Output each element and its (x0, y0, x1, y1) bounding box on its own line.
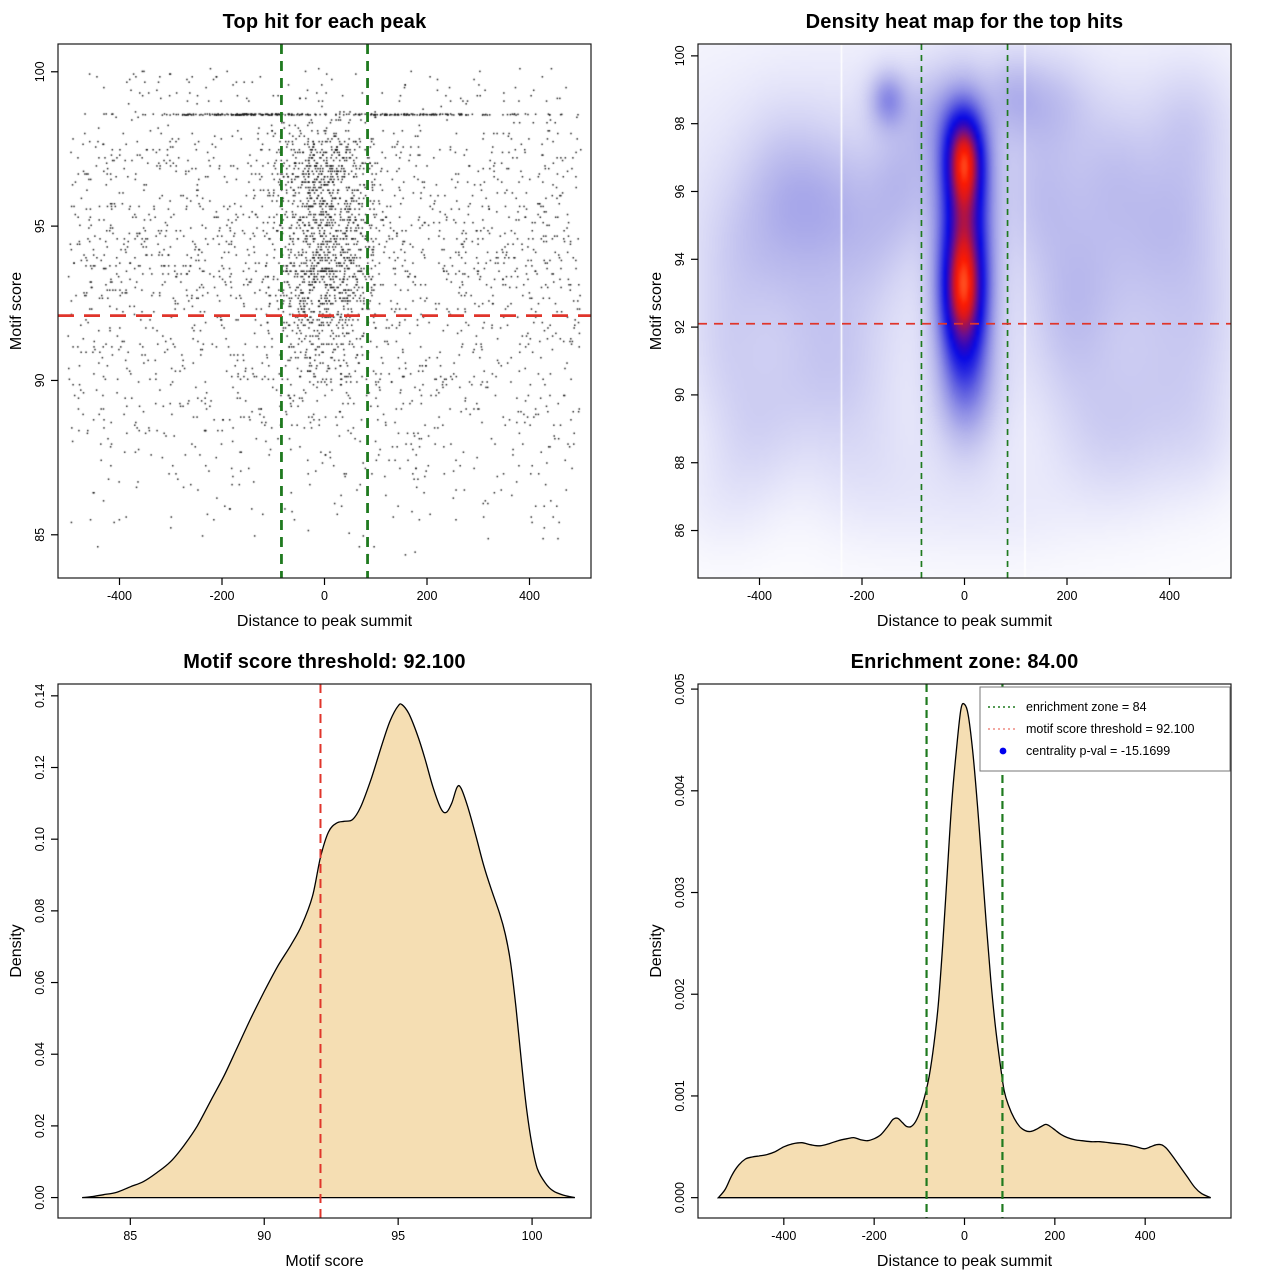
axes: -400 -200 0 200 400 0.000 0.001 0.002 0.003 0.004… (648, 673, 1232, 1270)
y-tick-label: 85 (33, 528, 47, 542)
y-axis-title: Motif score (8, 272, 25, 350)
x-tick-label: 90 (257, 1229, 271, 1243)
panel-scatter-top-hits: -400 -200 0 200 400 85 90 95 100 Distance to peak… (0, 0, 640, 640)
legend-label: enrichment zone = 84 (1026, 700, 1147, 714)
legend-box (979, 686, 1231, 772)
y-axis-title: Motif score (648, 272, 665, 350)
x-tick-label: 200 (1057, 589, 1078, 603)
x-tick-label: -400 (107, 589, 132, 603)
panel-title: Enrichment zone: 84.00 (850, 651, 1079, 673)
y-tick-label: 0.00 (33, 1185, 47, 1209)
x-tick-label: 400 (519, 589, 540, 603)
panel-title: Motif score threshold: 92.100 (183, 651, 466, 673)
x-tick-label: -200 (862, 1229, 887, 1243)
y-tick-label: 0.003 (673, 877, 687, 908)
density-curve (82, 703, 576, 1199)
legend-label: motif score threshold = 92.100 (1026, 722, 1195, 736)
score-density-svg: 85 90 95 100 0.00 0.02 0.04 0.06 0.08 0.10 0.12 0.1… (8, 683, 592, 1270)
x-axis-title: Distance to peak summit (237, 613, 413, 630)
x-tick-label: 200 (1044, 1229, 1065, 1243)
distance-density-svg: -400 -200 0 200 400 0.000 0.001 0.002 0.003 0.004… (648, 673, 1232, 1270)
panel-title: Top hit for each peak (222, 11, 427, 33)
x-tick-label: -400 (771, 1229, 796, 1243)
legend-point-sample (999, 747, 1007, 755)
x-tick-label: -400 (747, 589, 772, 603)
y-tick-label: 0.10 (33, 827, 47, 851)
y-axis-title: Density (8, 924, 25, 977)
x-axis-title: Distance to peak summit (877, 613, 1053, 630)
x-tick-label: -200 (849, 589, 874, 603)
density-curve (716, 702, 1211, 1199)
axes: -400 -200 0 200 400 86 88 90 92 94 96 98 100 Distance… (648, 43, 1232, 630)
y-tick-label: 88 (673, 456, 687, 470)
y-tick-label: 96 (673, 184, 687, 198)
panel-distance-density: -400 -200 0 200 400 0.000 0.001 0.002 0.003 0.004… (640, 640, 1280, 1280)
y-tick-label: 0.02 (33, 1114, 47, 1138)
y-tick-label: 0.000 (673, 1182, 687, 1213)
x-tick-label: 400 (1135, 1229, 1156, 1243)
y-tick-label: 0.005 (673, 673, 687, 704)
x-tick-label: 200 (417, 589, 438, 603)
panel-title: Density heat map for the top hits (805, 11, 1124, 33)
y-tick-label: 90 (33, 373, 47, 387)
x-axis-title: Motif score (285, 1253, 363, 1270)
plot-box (697, 43, 1232, 579)
y-tick-label: 0.001 (673, 1080, 687, 1111)
y-tick-label: 0.004 (673, 775, 687, 806)
y-tick-label: 90 (673, 388, 687, 402)
axes: -400 -200 0 200 400 85 90 95 100 Distance to peak… (8, 43, 592, 630)
x-tick-label: 0 (961, 589, 968, 603)
legend: enrichment zone = 84 motif score threshol… (979, 686, 1231, 772)
x-tick-label: 100 (522, 1229, 543, 1243)
panel-density-heatmap: -400 -200 0 200 400 86 88 90 92 94 96 98 100 Distance… (640, 0, 1280, 640)
y-tick-label: 0.14 (33, 684, 47, 708)
y-tick-label: 92 (673, 320, 687, 334)
heatmap-canvas (640, 0, 1280, 640)
y-tick-label: 100 (33, 61, 47, 82)
y-tick-label: 0.12 (33, 755, 47, 779)
plot-box (57, 683, 592, 1219)
y-tick-label: 0.06 (33, 970, 47, 994)
y-tick-label: 98 (673, 117, 687, 131)
x-tick-label: -200 (209, 589, 234, 603)
y-tick-label: 94 (673, 252, 687, 266)
x-axis-title: Distance to peak summit (877, 1253, 1053, 1270)
plot-box (57, 43, 592, 579)
x-tick-label: 85 (123, 1229, 137, 1243)
y-tick-label: 0.002 (673, 979, 687, 1010)
y-tick-label: 86 (673, 524, 687, 538)
y-tick-label: 100 (673, 45, 687, 66)
heatmap-axes-svg: -400 -200 0 200 400 86 88 90 92 94 96 98 100 Distance… (648, 43, 1232, 630)
x-tick-label: 400 (1159, 589, 1180, 603)
y-axis-title: Density (648, 924, 665, 977)
y-tick-label: 0.08 (33, 899, 47, 923)
x-tick-label: 0 (321, 589, 328, 603)
y-tick-label: 95 (33, 219, 47, 233)
scatter-points-canvas (0, 0, 640, 640)
axes: 85 90 95 100 0.00 0.02 0.04 0.06 0.08 0.10 0.12 0.1… (8, 683, 592, 1270)
y-tick-label: 0.04 (33, 1042, 47, 1066)
panel-motif-score-density: 85 90 95 100 0.00 0.02 0.04 0.06 0.08 0.10 0.12 0.1… (0, 640, 640, 1280)
x-tick-label: 95 (391, 1229, 405, 1243)
legend-label: centrality p-val = -15.1699 (1026, 744, 1170, 758)
scatter-axes-svg: -400 -200 0 200 400 85 90 95 100 Distance to peak… (8, 43, 592, 630)
x-tick-label: 0 (961, 1229, 968, 1243)
